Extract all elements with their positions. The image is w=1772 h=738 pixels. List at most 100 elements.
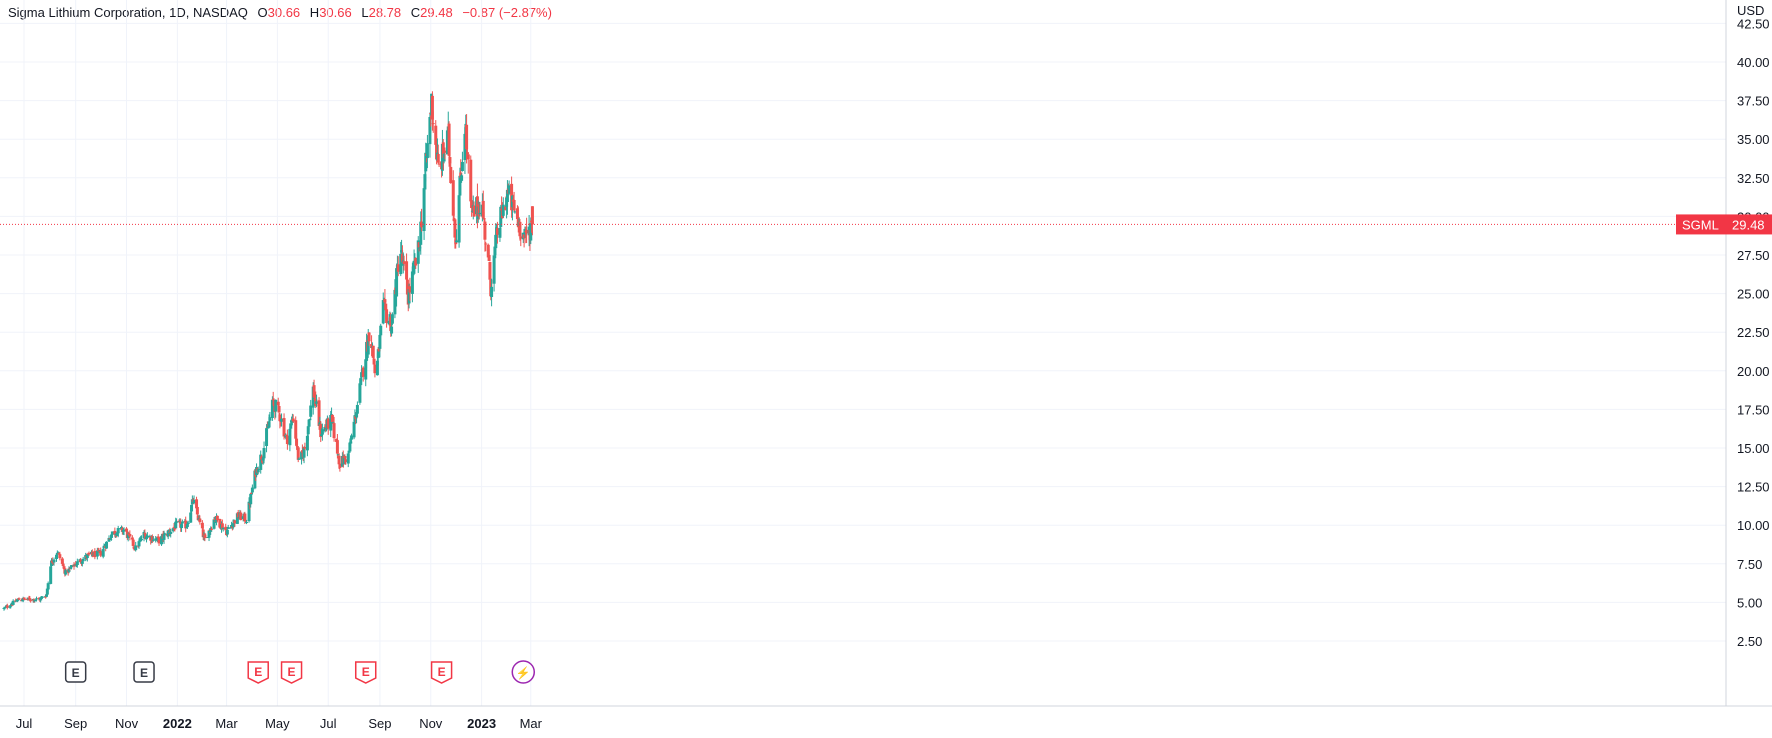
candle-down[interactable] bbox=[23, 597, 27, 601]
candle-up[interactable] bbox=[347, 450, 351, 459]
candle-up[interactable] bbox=[336, 453, 340, 456]
candle-down[interactable] bbox=[519, 236, 523, 247]
candle-up[interactable] bbox=[419, 211, 423, 255]
candle-up[interactable] bbox=[305, 434, 309, 457]
candle-down[interactable] bbox=[60, 557, 64, 566]
candle-up[interactable] bbox=[105, 541, 109, 549]
candle-down[interactable] bbox=[470, 191, 474, 217]
candle-up[interactable] bbox=[95, 547, 99, 560]
candle-up[interactable] bbox=[81, 556, 85, 562]
candle-up[interactable] bbox=[455, 229, 459, 243]
candle-up[interactable] bbox=[245, 519, 249, 525]
candle-up[interactable] bbox=[85, 554, 89, 562]
candle-up[interactable] bbox=[212, 516, 216, 530]
candle-down[interactable] bbox=[343, 454, 347, 465]
candle-up[interactable] bbox=[134, 541, 138, 552]
candle-up[interactable] bbox=[67, 566, 71, 574]
candle-up[interactable] bbox=[221, 527, 225, 532]
candle-down[interactable] bbox=[5, 603, 9, 610]
candle-down[interactable] bbox=[487, 248, 491, 262]
candle-down[interactable] bbox=[420, 208, 424, 232]
candle-down[interactable] bbox=[319, 421, 323, 443]
candle-up[interactable] bbox=[171, 528, 175, 533]
candle-down[interactable] bbox=[204, 533, 208, 539]
candle-down[interactable] bbox=[338, 463, 342, 472]
candle-down[interactable] bbox=[451, 170, 455, 222]
candle-up[interactable] bbox=[359, 377, 363, 390]
candle-down[interactable] bbox=[443, 147, 447, 160]
candle-up[interactable] bbox=[80, 560, 84, 567]
candle-up[interactable] bbox=[249, 492, 253, 508]
candle-up[interactable] bbox=[162, 530, 166, 544]
candle-down[interactable] bbox=[128, 530, 132, 541]
candle-up[interactable] bbox=[315, 394, 319, 408]
candle-up[interactable] bbox=[163, 532, 167, 536]
candle-down[interactable] bbox=[29, 598, 33, 603]
candle-up[interactable] bbox=[11, 599, 15, 606]
candle-up[interactable] bbox=[209, 526, 213, 535]
candle-up[interactable] bbox=[393, 279, 397, 319]
candle-up[interactable] bbox=[46, 581, 50, 591]
candle-up[interactable] bbox=[126, 532, 130, 542]
candle-up[interactable] bbox=[458, 167, 462, 196]
candle-up[interactable] bbox=[247, 497, 251, 523]
candle-up[interactable] bbox=[320, 423, 324, 441]
earnings-marker[interactable]: E bbox=[354, 661, 377, 684]
candle-down[interactable] bbox=[481, 190, 485, 220]
candle-down[interactable] bbox=[200, 520, 204, 531]
candle-down[interactable] bbox=[495, 221, 499, 244]
candle-up[interactable] bbox=[306, 425, 310, 441]
candle-down[interactable] bbox=[361, 366, 365, 382]
candle-up[interactable] bbox=[70, 565, 74, 570]
candle-down[interactable] bbox=[17, 597, 21, 600]
candle-up[interactable] bbox=[119, 527, 123, 530]
candle-down[interactable] bbox=[449, 163, 453, 184]
candle-down[interactable] bbox=[239, 510, 243, 521]
candle-down[interactable] bbox=[312, 379, 316, 399]
candle-down[interactable] bbox=[332, 416, 336, 442]
candle-up[interactable] bbox=[174, 517, 178, 529]
candle-down[interactable] bbox=[99, 547, 103, 558]
candle-down[interactable] bbox=[344, 456, 348, 465]
candle-up[interactable] bbox=[390, 312, 394, 326]
candle-down[interactable] bbox=[484, 241, 488, 252]
candle-up[interactable] bbox=[145, 532, 149, 538]
candles[interactable] bbox=[2, 91, 534, 611]
candle-down[interactable] bbox=[472, 201, 476, 217]
candle-up[interactable] bbox=[280, 413, 284, 427]
candle-up[interactable] bbox=[21, 596, 25, 603]
candle-up[interactable] bbox=[185, 521, 189, 529]
candle-up[interactable] bbox=[64, 568, 68, 576]
candle-up[interactable] bbox=[259, 450, 263, 474]
earnings-marker[interactable]: E bbox=[430, 661, 453, 684]
candle-down[interactable] bbox=[370, 335, 374, 357]
candle-up[interactable] bbox=[55, 550, 59, 557]
candle-up[interactable] bbox=[300, 451, 304, 465]
candle-down[interactable] bbox=[324, 419, 328, 432]
candle-up[interactable] bbox=[75, 558, 79, 568]
candle-down[interactable] bbox=[37, 597, 41, 599]
candle-up[interactable] bbox=[428, 112, 432, 158]
candle-up[interactable] bbox=[307, 419, 311, 431]
candle-up[interactable] bbox=[418, 244, 422, 252]
earnings-marker[interactable]: E bbox=[247, 661, 269, 684]
candle-up[interactable] bbox=[445, 128, 449, 155]
candle-up[interactable] bbox=[190, 504, 194, 515]
candle-up[interactable] bbox=[505, 180, 509, 215]
candle-up[interactable] bbox=[399, 241, 403, 277]
candle-down[interactable] bbox=[198, 515, 202, 525]
candle-up[interactable] bbox=[348, 438, 352, 452]
candle-up[interactable] bbox=[355, 401, 359, 414]
candle-down[interactable] bbox=[150, 534, 154, 544]
candle-down[interactable] bbox=[285, 429, 289, 450]
candle-down[interactable] bbox=[431, 111, 435, 133]
candle-up[interactable] bbox=[267, 414, 271, 429]
candle-up[interactable] bbox=[192, 495, 196, 505]
candle-down[interactable] bbox=[93, 548, 97, 560]
candle-down[interactable] bbox=[516, 206, 520, 233]
candle-down[interactable] bbox=[87, 551, 91, 557]
price-axis-panel[interactable] bbox=[1726, 0, 1772, 738]
time-axis-ticks[interactable]: Jul Sep Nov 2022 Mar May Jul Sep Nov 2023 Mar bbox=[16, 716, 543, 731]
candle-down[interactable] bbox=[195, 502, 199, 517]
candle-up[interactable] bbox=[250, 484, 254, 495]
